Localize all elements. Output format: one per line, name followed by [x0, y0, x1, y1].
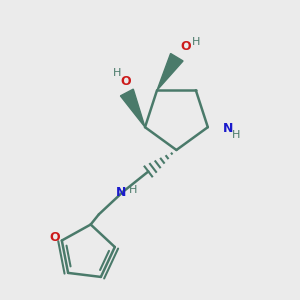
Text: H: H	[232, 130, 240, 140]
Polygon shape	[157, 53, 183, 90]
Text: N: N	[223, 122, 233, 135]
Text: H: H	[129, 184, 137, 195]
Text: H: H	[113, 68, 121, 78]
Text: O: O	[49, 231, 60, 244]
Text: N: N	[116, 186, 126, 200]
Text: O: O	[120, 75, 130, 88]
Text: H: H	[192, 37, 200, 47]
Polygon shape	[120, 89, 145, 127]
Text: O: O	[180, 40, 191, 53]
